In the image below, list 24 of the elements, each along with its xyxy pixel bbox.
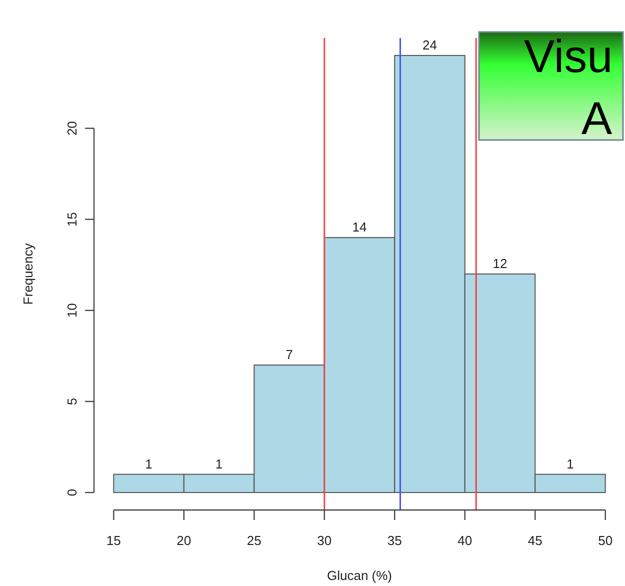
y-tick-label: 10 (64, 303, 80, 318)
data-label: 12 (492, 256, 508, 271)
y-tick-label: 0 (64, 488, 80, 496)
x-tick-label: 30 (317, 533, 332, 548)
data-label: 24 (422, 37, 437, 52)
y-axis-title: Frequency (20, 242, 36, 305)
x-tick-label: 35 (387, 533, 402, 548)
x-tick-label: 45 (528, 533, 542, 548)
y-tick-label: 5 (64, 398, 80, 406)
data-label: 7 (286, 347, 293, 362)
y-tick-label: 20 (64, 121, 80, 136)
data-label: 1 (145, 456, 152, 472)
x-tick-label: 20 (176, 533, 192, 548)
x-tick-label: 50 (598, 533, 613, 548)
data-label: 14 (352, 220, 367, 235)
x-tick-label: 15 (106, 533, 121, 548)
x-tick-label: 40 (458, 533, 472, 548)
annotation: Visu (524, 30, 613, 82)
x-tick-label: 25 (246, 533, 262, 548)
data-label: 1 (566, 456, 574, 472)
annotation: A (581, 92, 612, 144)
x-axis-title: Glucan (%) (326, 568, 392, 583)
data-label: 1 (215, 456, 223, 472)
y-tick-label: 15 (64, 212, 80, 227)
